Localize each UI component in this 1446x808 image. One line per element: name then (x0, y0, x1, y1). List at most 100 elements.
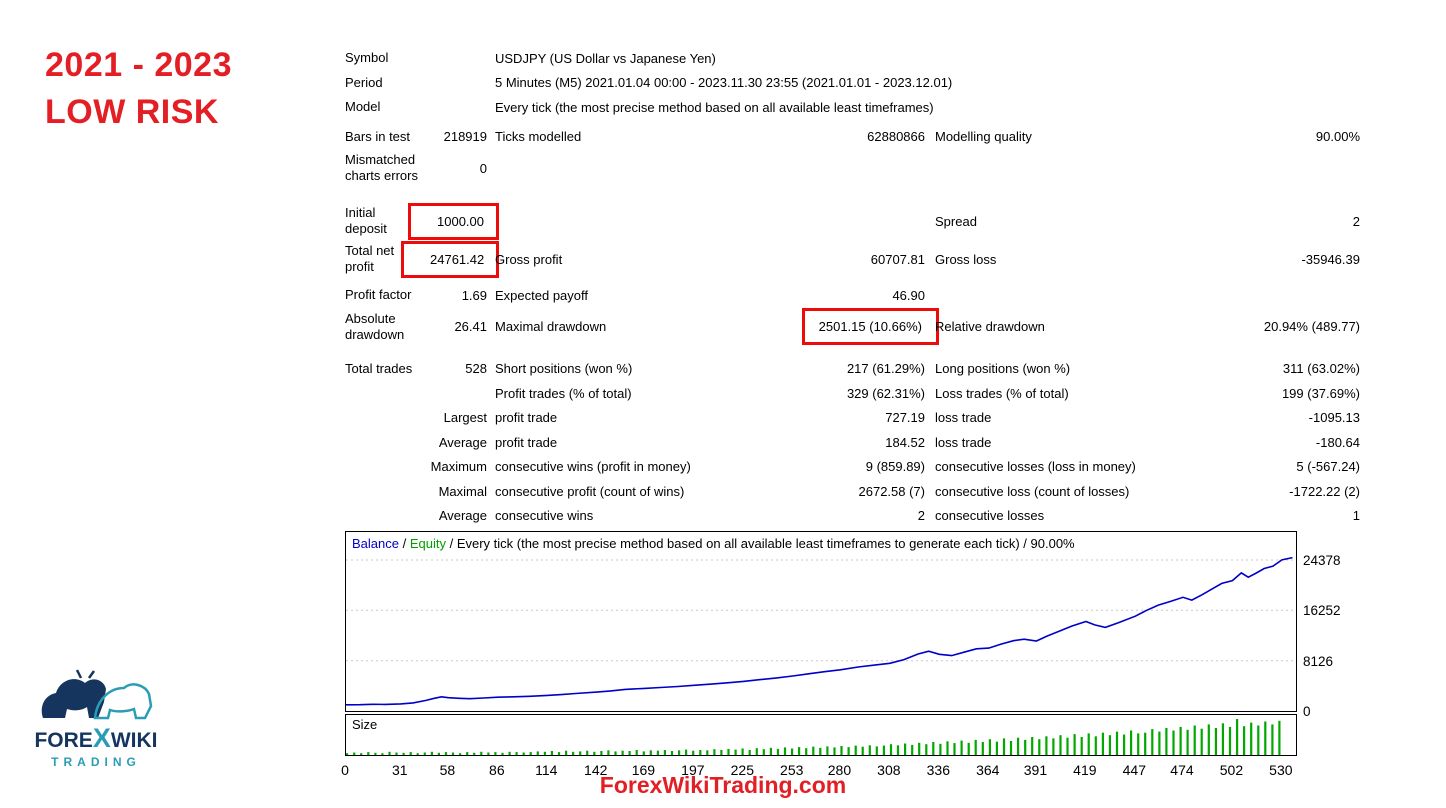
report-value: 1.69 (461, 287, 487, 303)
report-row: Profit factor 1.69 Expected payoff 46.90 (345, 283, 1360, 308)
x-axis-labels: 0 31 58 86 114 142 169 197 225 253 280 308 336 364 391… (341, 762, 1297, 782)
report-row: Symbol USDJPY (US Dollar vs Japanese Yen) (345, 46, 1360, 71)
chart-main-panel: Balance / Equity / Every tick (the most … (345, 531, 1297, 712)
report-label: profit trade (495, 434, 558, 450)
report-value: 60707.81 (870, 251, 925, 267)
legend-separator-1: / (398, 536, 410, 551)
legend-description: Every tick (the most precise method base… (456, 536, 1075, 551)
report-value: 528 (465, 361, 487, 377)
report-value: 1 (1352, 508, 1360, 524)
banner-line1: 2021 - 2023 (45, 46, 232, 84)
x-axis-tick-label: 253 (780, 762, 804, 778)
x-axis-tick-label: 58 (439, 762, 456, 778)
report-row: Maximum consecutive wins (profit in money… (345, 455, 1360, 480)
report-label: Maximal drawdown (495, 319, 607, 334)
report-value: 24761.42 (401, 240, 500, 278)
size-panel-label: Size (352, 717, 378, 732)
report-value: 26.41 (454, 319, 487, 334)
brand-name: FOREXWIKI (26, 723, 166, 753)
report-value: 9 (859.89) (865, 459, 925, 475)
x-axis-tick-label: 391 (1023, 762, 1048, 778)
report-value: -180.64 (1315, 434, 1360, 450)
y-axis-tick-label: 0 (1303, 704, 1311, 719)
x-axis-tick-label: 169 (631, 762, 656, 778)
x-axis-tick-label: 530 (1269, 762, 1293, 778)
table-gap (345, 187, 1360, 202)
report-label: Ticks modelled (495, 129, 582, 145)
x-axis-tick-label: 364 (976, 762, 1000, 778)
report-label: consecutive loss (count of losses) (935, 483, 1130, 499)
report-value: 2672.58 (7) (858, 483, 926, 499)
brand-name-post: WIKI (110, 729, 158, 752)
banner-line2: LOW RISK (45, 93, 219, 131)
report-value: 727.19 (885, 410, 925, 426)
highlight-box: 2501.15 (10.66%) (801, 308, 939, 345)
report-label: loss trade (935, 434, 992, 450)
report-value: 90.00% (1315, 129, 1360, 145)
x-axis-tick-label: 474 (1170, 762, 1194, 778)
report-label: Profit trades (% of total) (495, 385, 632, 401)
report-label: Profit factor (345, 287, 412, 303)
legend-equity-label: Equity (409, 536, 446, 551)
report-value: 218919 (443, 129, 487, 145)
x-axis-tick-label: 419 (1073, 762, 1097, 778)
table-gap (345, 346, 1360, 357)
report-value: 1000.00 (408, 202, 499, 240)
report-value: 5 (-567.24) (1296, 459, 1360, 475)
report-row: Total net profit 24761.42 Gross profit 6070… (345, 240, 1360, 278)
report-value: 2 (917, 508, 925, 524)
x-axis-tick-label: 114 (535, 762, 558, 778)
report-label: Modelling quality (935, 129, 1032, 145)
report-value: 199 (37.69%) (1281, 385, 1360, 401)
report-value: 329 (62.31%) (846, 385, 925, 401)
report-value: Largest (443, 410, 487, 426)
report-label: consecutive losses (935, 508, 1045, 524)
x-axis-tick-label: 197 (681, 762, 705, 778)
report-value: USDJPY (US Dollar vs Japanese Yen) (495, 50, 716, 66)
report-value: Average (438, 508, 487, 524)
legend-balance-label: Balance (352, 536, 399, 551)
x-axis-tick-label: 336 (926, 762, 950, 778)
report-value: 20.94% (489.77) (1263, 319, 1360, 334)
report-value: -1095.13 (1308, 410, 1360, 426)
report-label: consecutive wins (495, 508, 594, 524)
report-label: Loss trades (% of total) (935, 385, 1069, 401)
legend-separator-2: / (445, 536, 457, 551)
x-axis-tick-label: 86 (489, 762, 505, 778)
report-value: 0 (479, 160, 487, 176)
x-axis-tick-label: 280 (827, 762, 852, 778)
x-axis-tick-label: 225 (730, 762, 754, 778)
x-axis-tick-label: 31 (391, 762, 408, 778)
report-value: 2501.15 (10.66%) (783, 308, 939, 345)
report-label: consecutive profit (count of wins) (495, 483, 685, 499)
banner: 2021 - 2023 LOW RISK (45, 42, 232, 136)
report-value: Maximal (438, 483, 487, 499)
y-axis-tick-label: 24378 (1303, 553, 1341, 568)
x-axis-tick-label: 0 (341, 762, 349, 778)
report-row: Mismatched charts errors 0 (345, 149, 1360, 187)
x-axis-tick-label: 308 (877, 762, 901, 778)
brand-subtitle: TRADING (51, 755, 141, 769)
report-label: profit trade (495, 410, 558, 426)
report-value: -1722.22 (2) (1289, 483, 1360, 499)
report-label: Absolute drawdown (345, 310, 405, 342)
report-value: 62880866 (867, 129, 925, 145)
report-row: Profit trades (% of total) 329 (62.31%) Lo… (345, 381, 1360, 406)
report-label: Spread (935, 213, 977, 229)
report-row: Absolute drawdown 26.41 Maximal drawdown 25… (345, 308, 1360, 346)
report-row: Period 5 Minutes (M5) 2021.01.04 00:00 - … (345, 71, 1360, 96)
brand-name-x: X (92, 723, 111, 753)
report-row: Bars in test 218919 Ticks modelled 62880866… (345, 125, 1360, 150)
size-panel: Size (345, 714, 1297, 756)
x-axis-tick-label: 142 (584, 762, 608, 778)
report-label: Mismatched charts errors (345, 152, 418, 183)
report-label: Long positions (won %) (935, 361, 1071, 377)
y-axis-tick-label: 16252 (1303, 603, 1341, 619)
report-value: 5 Minutes (M5) 2021.01.04 00:00 - 2023.1… (495, 75, 953, 91)
report-row: Total trades 528 Short positions (won %) 21… (345, 357, 1360, 382)
size-bars-svg (346, 719, 1281, 755)
report-row: Largest profit trade 727.19 loss trade -1095… (345, 406, 1360, 431)
report-label: Total trades (345, 360, 413, 376)
report-label: Initial deposit (345, 205, 387, 236)
report-value: 184.52 (885, 434, 925, 450)
